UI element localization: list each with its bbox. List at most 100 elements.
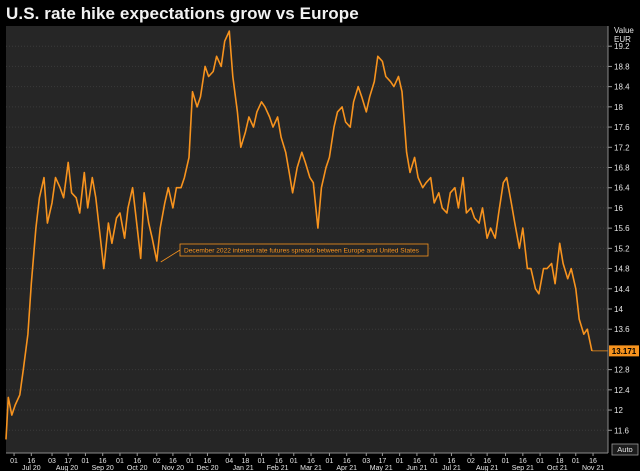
data-point xyxy=(127,207,128,208)
data-point xyxy=(292,192,293,193)
data-point xyxy=(579,318,580,319)
data-point xyxy=(409,172,410,173)
y-axis-unit: EUR xyxy=(614,35,631,44)
data-point xyxy=(35,228,36,229)
x-tick-label: 02 xyxy=(153,458,161,465)
data-point xyxy=(253,126,254,127)
last-value-label: 13.171 xyxy=(612,347,637,356)
x-tick-label: 03 xyxy=(362,458,370,465)
data-point xyxy=(124,238,125,239)
data-point xyxy=(192,91,193,92)
data-point xyxy=(313,182,314,183)
annotation-leader xyxy=(160,249,181,263)
data-point xyxy=(567,278,568,279)
data-point xyxy=(272,126,273,127)
data-point xyxy=(374,81,375,82)
data-point xyxy=(337,111,338,112)
data-point xyxy=(321,187,322,188)
data-point xyxy=(422,187,423,188)
x-month-label: Nov 21 xyxy=(582,465,604,471)
data-point xyxy=(95,197,96,198)
data-point xyxy=(454,187,455,188)
y-tick-label: 18.8 xyxy=(614,62,630,71)
y-tick-label: 17.2 xyxy=(614,143,630,152)
data-point xyxy=(382,61,383,62)
data-point xyxy=(511,202,512,203)
data-point xyxy=(466,212,467,213)
data-point xyxy=(571,268,572,269)
data-point xyxy=(554,283,555,284)
data-point xyxy=(261,101,262,102)
x-month-label: Oct 21 xyxy=(547,465,568,471)
data-point xyxy=(108,222,109,223)
data-point xyxy=(289,172,290,173)
data-point xyxy=(144,192,145,193)
x-tick-label: 01 xyxy=(116,458,124,465)
data-point xyxy=(353,101,354,102)
data-point xyxy=(398,76,399,77)
y-tick-label: 17.6 xyxy=(614,123,630,132)
x-tick-label: 16 xyxy=(483,458,491,465)
data-point xyxy=(551,263,552,264)
x-month-label: Sep 20 xyxy=(92,465,114,471)
data-point xyxy=(140,258,141,259)
data-point xyxy=(583,334,584,335)
x-month-label: Aug 20 xyxy=(56,465,78,471)
data-point xyxy=(530,268,531,269)
x-tick-label: 16 xyxy=(275,458,283,465)
x-month-label: Feb 21 xyxy=(267,465,289,471)
data-point xyxy=(51,202,52,203)
data-point xyxy=(285,152,286,153)
y-tick-label: 14.4 xyxy=(614,285,630,294)
x-tick-label: 18 xyxy=(242,458,250,465)
data-point xyxy=(68,162,69,163)
data-point xyxy=(213,71,214,72)
data-point xyxy=(519,248,520,249)
data-point xyxy=(487,238,488,239)
data-point xyxy=(39,197,40,198)
data-point xyxy=(390,81,391,82)
data-point xyxy=(482,207,483,208)
data-point xyxy=(172,207,173,208)
data-point xyxy=(329,157,330,158)
x-tick-label: 16 xyxy=(343,458,351,465)
x-month-label: Dec 20 xyxy=(196,465,218,471)
x-tick-label: 01 xyxy=(396,458,404,465)
x-month-label: Aug 21 xyxy=(476,465,498,471)
data-point xyxy=(208,76,209,77)
plot xyxy=(5,30,608,440)
data-point xyxy=(132,187,133,188)
data-point xyxy=(55,177,56,178)
data-point xyxy=(43,177,44,178)
x-month-label: Mar 21 xyxy=(300,465,322,471)
data-point xyxy=(587,329,588,330)
data-point xyxy=(506,177,507,178)
data-point xyxy=(180,187,181,188)
data-point xyxy=(490,228,491,229)
data-point xyxy=(256,111,257,112)
data-point xyxy=(434,202,435,203)
data-point xyxy=(248,116,249,117)
x-tick-label: 17 xyxy=(378,458,386,465)
y-axis-label: Value xyxy=(614,26,634,35)
data-point xyxy=(503,182,504,183)
x-month-label: Sep 21 xyxy=(512,465,534,471)
y-tick-label: 15.2 xyxy=(614,244,630,253)
x-month-label: May 21 xyxy=(370,465,393,471)
data-point xyxy=(15,404,16,405)
data-point xyxy=(333,126,334,127)
data-point xyxy=(393,86,394,87)
data-point xyxy=(361,96,362,97)
x-month-label: Jul 20 xyxy=(22,465,41,471)
x-month-label: Nov 20 xyxy=(162,465,184,471)
data-point xyxy=(229,30,230,31)
x-month-label: Apr 21 xyxy=(336,465,357,471)
data-point xyxy=(446,212,447,213)
data-point xyxy=(200,96,201,97)
data-point xyxy=(527,268,528,269)
y-tick-label: 12.8 xyxy=(614,366,630,375)
data-point xyxy=(535,288,536,289)
x-tick-label: 01 xyxy=(10,458,18,465)
data-point xyxy=(350,126,351,127)
data-point xyxy=(176,187,177,188)
